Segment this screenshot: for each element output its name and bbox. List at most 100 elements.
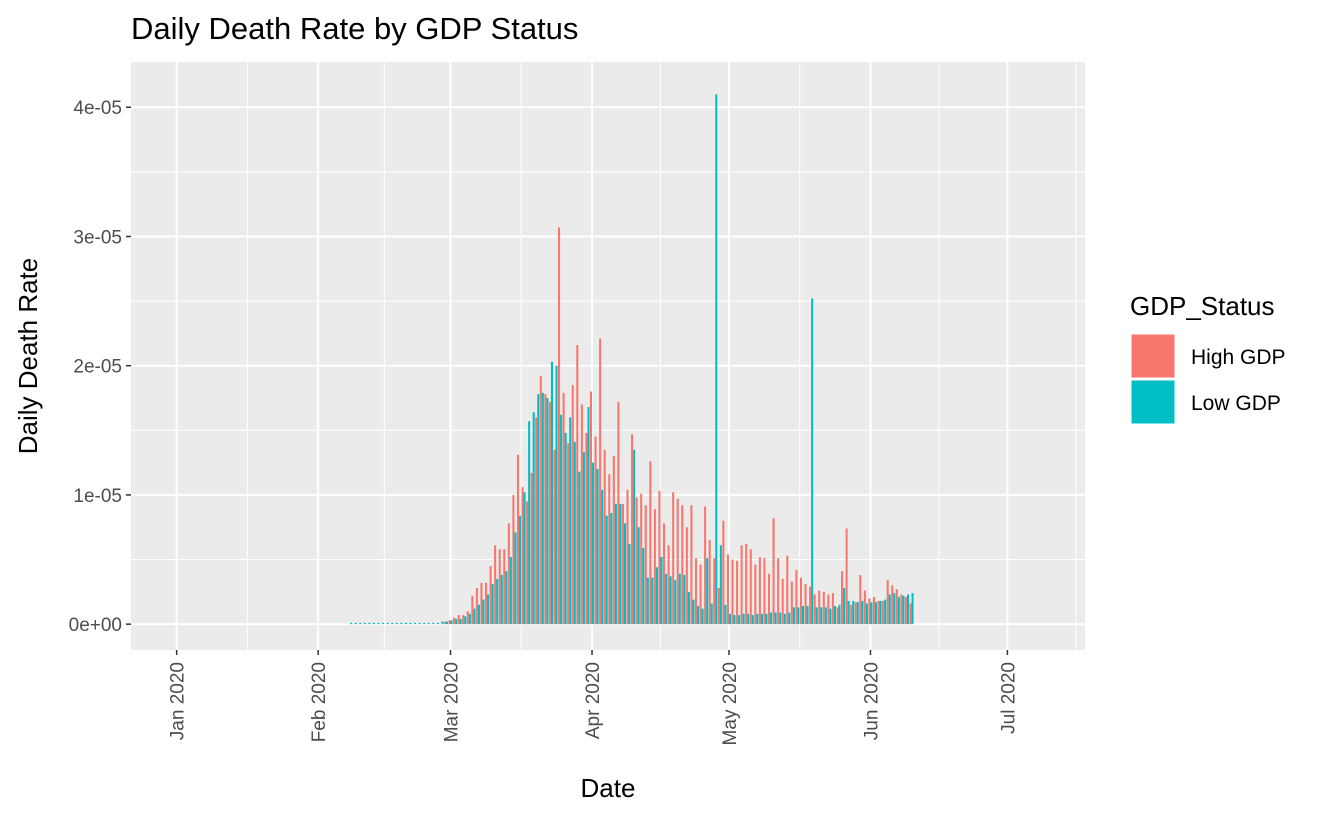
bar-low-gdp [450,620,453,625]
bar-high-gdp [576,345,579,625]
bar-high-gdp [754,564,757,625]
bar-low-gdp [509,556,512,625]
bar-low-gdp [706,558,709,625]
bar-low-gdp [692,599,695,625]
bar-low-gdp [496,578,499,625]
bar-low-gdp [477,604,480,625]
bar-high-gdp [767,573,771,625]
legend-label-low-gdp: Low GDP [1191,392,1281,415]
bar-high-gdp [895,589,898,625]
bar-high-gdp [589,391,593,625]
bar-high-gdp [850,604,853,625]
y-axis: 0e+00 1e-05 2e-05 3e-05 4e-05 [69,98,131,636]
bar-high-gdp [786,555,789,625]
y-tick-label: 0e+00 [69,615,122,636]
bar-low-gdp [642,547,645,625]
bar-low-gdp [528,421,531,625]
bar-low-gdp [870,602,873,625]
bar-low-gdp [715,94,718,625]
bar-high-gdp [539,376,542,625]
bar-high-gdp [448,620,451,625]
bar-high-gdp [498,549,501,625]
bar-high-gdp [804,584,807,625]
bar-high-gdp [790,581,793,625]
bar-low-gdp [797,607,800,625]
bar-high-gdp [631,434,634,625]
bar-high-gdp [685,527,688,625]
bar-high-gdp [562,392,565,625]
bar-low-gdp [897,597,900,625]
bar-low-gdp [847,600,850,625]
bar-high-gdp [457,615,460,625]
bar-high-gdp [599,338,602,625]
bar-high-gdp [708,540,711,625]
bar-high-gdp [736,560,739,625]
bar-low-gdp [747,613,750,625]
bar-high-gdp [872,597,876,625]
bar-low-gdp [783,613,786,625]
bar-high-gdp [676,498,679,625]
bar-high-gdp [571,385,574,625]
bar-high-gdp [836,607,839,625]
legend-title: GDP_Status [1130,291,1275,321]
bars [350,94,914,625]
bar-low-gdp [655,567,658,625]
bar-high-gdp [644,505,647,625]
bar-low-gdp [414,622,417,625]
bar-low-gdp [879,600,882,625]
bar-high-gdp [594,436,597,625]
bar-low-gdp [687,591,690,625]
bar-high-gdp [772,518,775,625]
bar-low-gdp [601,489,604,625]
bar-low-gdp [637,527,640,625]
plot-panel [131,62,1085,650]
bar-high-gdp [863,590,866,625]
bar-high-gdp [868,598,871,625]
bar-low-gdp [792,607,795,625]
bar-high-gdp [827,594,830,625]
bar-high-gdp [667,545,670,625]
bar-low-gdp [623,523,627,625]
bar-high-gdp [841,571,844,625]
bar-high-gdp [548,401,551,625]
bar-low-gdp [674,580,677,625]
y-tick-label: 4e-05 [73,98,122,119]
bar-high-gdp [484,582,488,625]
bar-high-gdp [758,556,761,625]
bar-high-gdp [694,558,698,625]
chart-title: Daily Death Rate by GDP Status [131,11,578,46]
x-tick-label: May 2020 [720,662,741,745]
bar-low-gdp [660,556,663,625]
bar-low-gdp [382,622,385,625]
bar-high-gdp [553,449,556,625]
bar-high-gdp [617,401,620,625]
bar-low-gdp [861,600,864,625]
bar-low-gdp [400,622,403,625]
bar-high-gdp [475,587,478,625]
bar-low-gdp [605,515,608,625]
bar-low-gdp [628,544,631,625]
bar-low-gdp [760,613,763,625]
bar-low-gdp [386,622,389,625]
bar-low-gdp [409,622,412,625]
major-gridlines [131,62,1085,650]
bar-low-gdp [473,608,476,625]
bar-high-gdp [640,493,643,625]
bar-high-gdp [795,569,798,625]
bar-low-gdp [824,607,827,625]
bar-high-gdp [443,621,446,625]
bar-high-gdp [681,505,684,625]
bar-low-gdp [445,621,449,625]
bar-low-gdp [592,462,595,625]
y-axis-title: Daily Death Rate [13,258,43,455]
bar-low-gdp [811,298,814,625]
x-tick-label: Jul 2020 [998,662,1019,734]
bar-high-gdp [535,417,538,625]
bar-low-gdp [852,600,855,625]
bar-low-gdp [843,587,846,625]
bar-low-gdp [395,622,398,625]
bar-high-gdp [777,558,780,625]
bar-low-gdp [669,576,672,625]
